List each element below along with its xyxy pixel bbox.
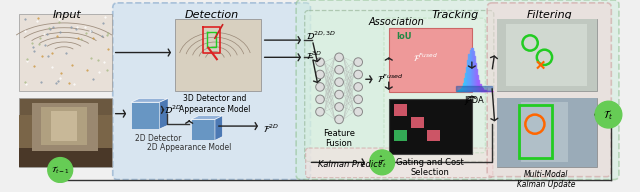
FancyBboxPatch shape (497, 98, 597, 167)
Polygon shape (131, 98, 168, 102)
Circle shape (335, 103, 344, 111)
Text: $\mathcal{F}^{2D}$: $\mathcal{F}^{2D}$ (262, 123, 279, 135)
Text: Detection: Detection (185, 10, 239, 20)
FancyBboxPatch shape (19, 14, 112, 91)
FancyBboxPatch shape (497, 19, 597, 91)
Polygon shape (497, 19, 597, 91)
FancyBboxPatch shape (306, 148, 493, 178)
Text: Feature
Fusion: Feature Fusion (323, 129, 355, 148)
Polygon shape (520, 102, 568, 162)
FancyBboxPatch shape (19, 98, 112, 167)
FancyBboxPatch shape (113, 3, 310, 180)
FancyBboxPatch shape (384, 18, 485, 153)
Circle shape (335, 90, 344, 99)
Text: $\mathcal{T}_{t-1}$: $\mathcal{T}_{t-1}$ (51, 164, 70, 176)
Polygon shape (497, 98, 597, 167)
Polygon shape (31, 103, 99, 151)
Circle shape (354, 95, 362, 104)
Text: Input: Input (52, 10, 81, 20)
Circle shape (316, 83, 324, 91)
Polygon shape (51, 111, 77, 141)
Text: Multi-Modal
Kalman Update: Multi-Modal Kalman Update (517, 170, 575, 190)
Circle shape (335, 53, 344, 62)
FancyBboxPatch shape (427, 130, 440, 141)
Circle shape (316, 58, 324, 66)
Text: Kalman Predict: Kalman Predict (318, 160, 381, 169)
Polygon shape (19, 115, 112, 167)
Circle shape (354, 83, 362, 91)
Text: Filtering: Filtering (526, 10, 572, 20)
FancyBboxPatch shape (388, 28, 472, 92)
Circle shape (335, 115, 344, 124)
Text: $\mathcal{F}^{Fused}$: $\mathcal{F}^{Fused}$ (378, 73, 404, 85)
Text: Tracking: Tracking (432, 10, 479, 20)
Polygon shape (41, 107, 87, 145)
Polygon shape (191, 119, 215, 140)
Polygon shape (159, 98, 168, 129)
Circle shape (354, 108, 362, 116)
Text: 2D Detector: 2D Detector (134, 134, 181, 143)
Circle shape (335, 78, 344, 86)
Circle shape (48, 158, 72, 182)
Circle shape (370, 150, 394, 175)
Text: 3D Detector and
Appearance Model: 3D Detector and Appearance Model (179, 94, 251, 114)
FancyBboxPatch shape (487, 3, 611, 177)
Text: $\mathcal{D}^{2D,3D}$: $\mathcal{D}^{2D,3D}$ (306, 30, 335, 42)
Text: Association: Association (369, 17, 424, 27)
FancyBboxPatch shape (296, 0, 619, 180)
Text: $\mathcal{T}_t$: $\mathcal{T}_t$ (604, 108, 613, 122)
FancyBboxPatch shape (175, 19, 260, 91)
Circle shape (316, 108, 324, 116)
Circle shape (316, 95, 324, 104)
Polygon shape (131, 102, 159, 129)
Text: IoU: IoU (396, 31, 412, 41)
Circle shape (354, 58, 362, 66)
Text: $\hat{\mathcal{T}}_t$: $\hat{\mathcal{T}}_t$ (378, 155, 387, 170)
Text: $\mathcal{F}^{Fused}$: $\mathcal{F}^{Fused}$ (413, 51, 438, 64)
Polygon shape (19, 148, 112, 167)
Polygon shape (191, 116, 223, 119)
FancyBboxPatch shape (388, 99, 472, 154)
Text: Gating and Cost
Selection: Gating and Cost Selection (396, 158, 464, 177)
Polygon shape (506, 24, 588, 86)
Circle shape (316, 70, 324, 79)
Circle shape (354, 70, 362, 79)
Circle shape (595, 101, 622, 128)
Text: 2D Appearance Model: 2D Appearance Model (147, 143, 231, 152)
FancyBboxPatch shape (411, 117, 424, 128)
Text: JPDA: JPDA (464, 95, 484, 104)
FancyBboxPatch shape (394, 130, 407, 141)
Text: $\mathcal{F}^{3D}$: $\mathcal{F}^{3D}$ (306, 49, 322, 62)
Circle shape (335, 65, 344, 74)
FancyBboxPatch shape (305, 11, 494, 161)
Text: $\mathcal{D}^{2D}$: $\mathcal{D}^{2D}$ (164, 104, 182, 116)
Polygon shape (215, 116, 223, 140)
FancyBboxPatch shape (394, 104, 407, 116)
Polygon shape (456, 86, 492, 91)
